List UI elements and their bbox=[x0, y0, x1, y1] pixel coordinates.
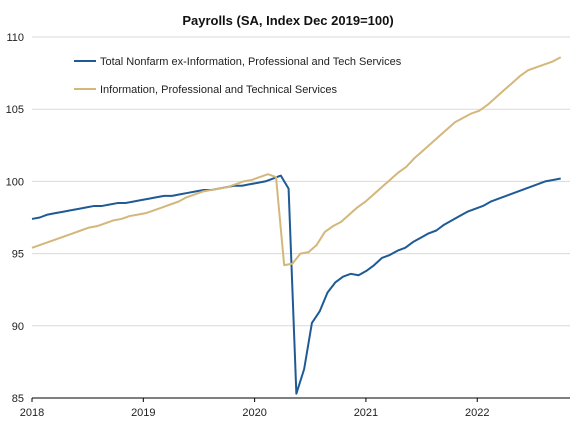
y-tick-label: 95 bbox=[12, 249, 24, 261]
legend: Total Nonfarm ex-Information, Profession… bbox=[74, 56, 402, 96]
x-tick-label: 2021 bbox=[354, 407, 378, 419]
legend-label-info-prof-tech: Information, Professional and Technical … bbox=[100, 84, 338, 96]
y-tick-label: 105 bbox=[6, 104, 24, 116]
axis-layer: 85 90 95 100 105 110 2018 2019 2020 2021 2022 bbox=[6, 32, 490, 419]
x-tick-label: 2022 bbox=[465, 407, 489, 419]
chart-title: Payrolls (SA, Index Dec 2019=100) bbox=[182, 13, 393, 28]
legend-label-nonfarm: Total Nonfarm ex-Information, Profession… bbox=[100, 56, 402, 68]
series-layer bbox=[31, 56, 562, 395]
y-tick-label: 90 bbox=[12, 321, 24, 333]
series-line-nonfarm bbox=[31, 174, 561, 395]
y-tick-label: 85 bbox=[12, 393, 24, 405]
x-tick-label: 2020 bbox=[242, 407, 266, 419]
series-line-info-prof-tech bbox=[31, 56, 562, 267]
x-tick-label: 2019 bbox=[131, 407, 155, 419]
y-tick-label: 100 bbox=[6, 176, 24, 188]
y-tick-label: 110 bbox=[6, 32, 24, 44]
x-tick-label: 2018 bbox=[20, 407, 44, 419]
